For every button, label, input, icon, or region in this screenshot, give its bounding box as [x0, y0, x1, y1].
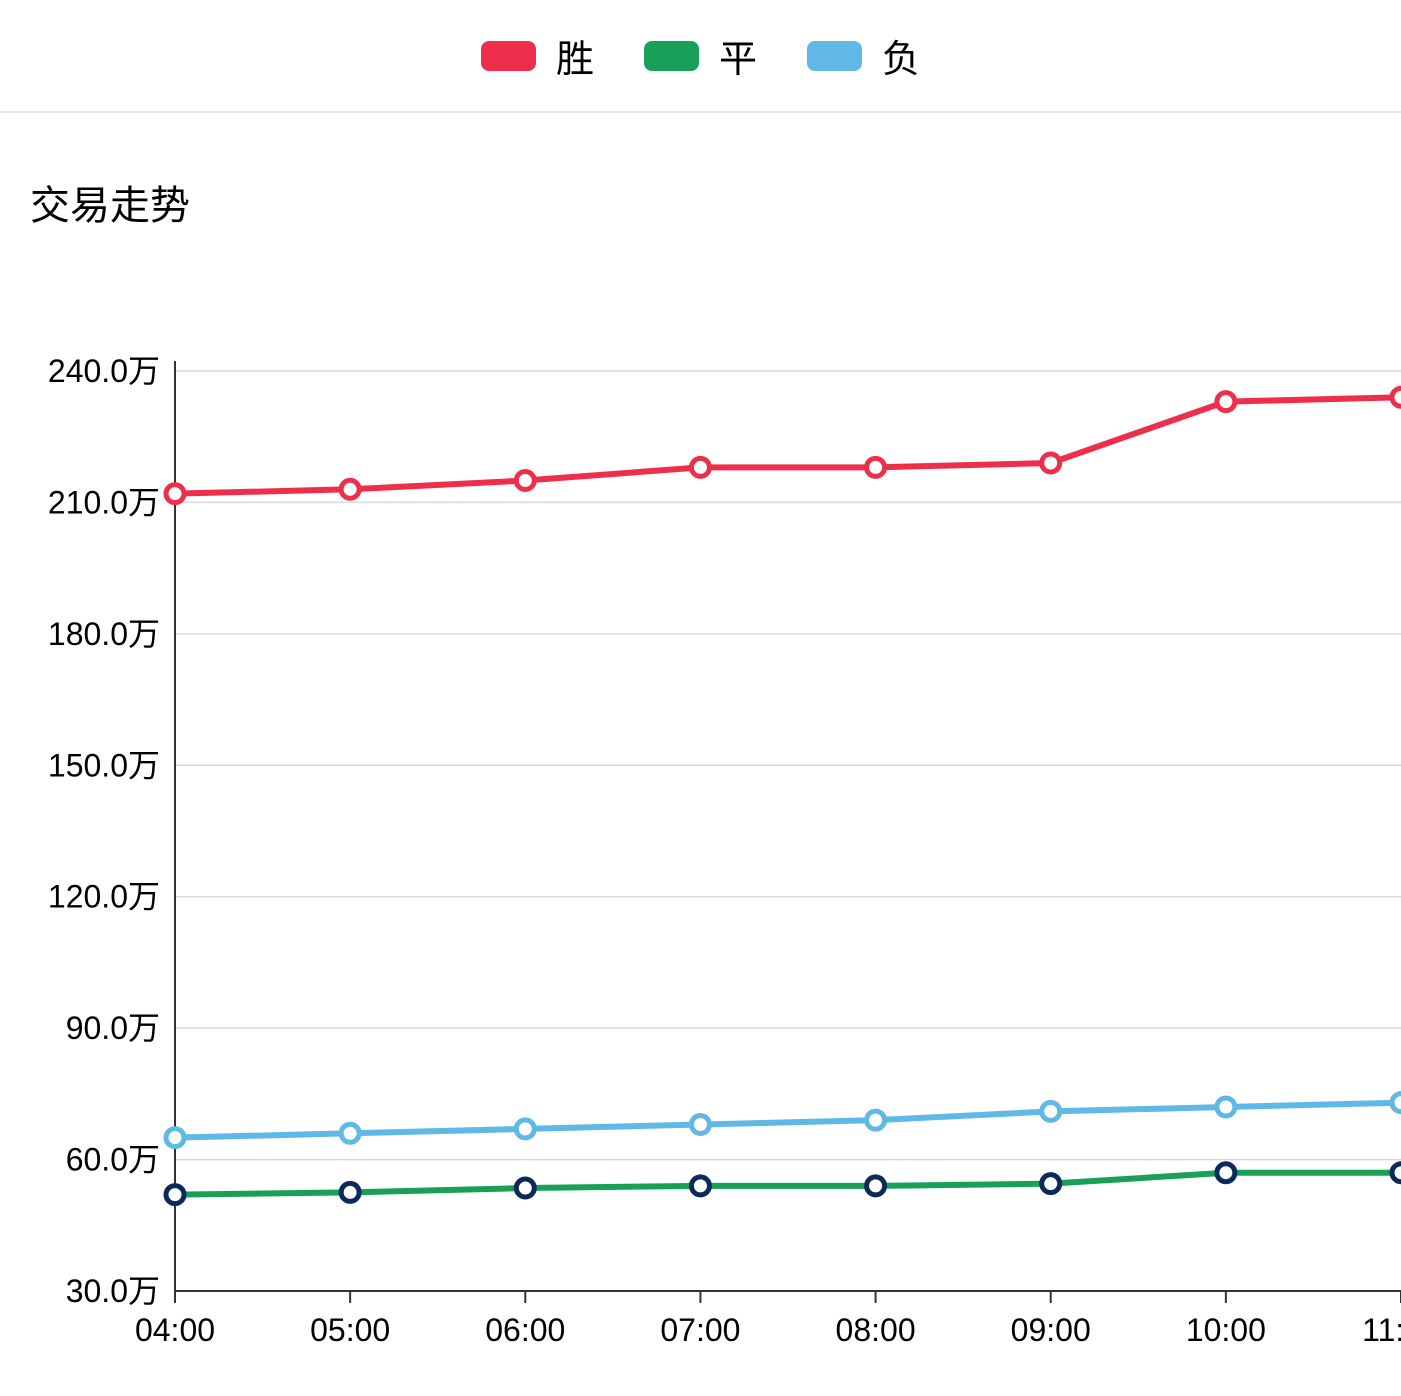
svg-text:08:00: 08:00 — [836, 1312, 916, 1348]
svg-text:120.0万: 120.0万 — [48, 879, 160, 915]
svg-text:04:00: 04:00 — [135, 1312, 215, 1348]
svg-text:240.0万: 240.0万 — [48, 353, 160, 389]
legend-item-win[interactable]: 胜 — [481, 28, 594, 83]
svg-text:150.0万: 150.0万 — [48, 747, 160, 783]
legend-swatch — [807, 41, 862, 71]
legend-label: 平 — [719, 28, 757, 83]
svg-text:90.0万: 90.0万 — [66, 1010, 160, 1046]
line-chart: 30.0万 60.0万 90.0万 120.0万 150.0万 180.0万 210.0万 2… — [0, 321, 1401, 1371]
chart-title: 交易走势 — [0, 113, 1401, 231]
svg-text:06:00: 06:00 — [485, 1312, 565, 1348]
svg-text:60.0万: 60.0万 — [66, 1142, 160, 1178]
legend-item-lose[interactable]: 负 — [807, 28, 920, 83]
legend-label: 胜 — [556, 28, 594, 83]
legend-swatch — [644, 41, 699, 71]
legend-swatch — [481, 41, 536, 71]
svg-text:10:00: 10:00 — [1186, 1312, 1266, 1348]
svg-text:180.0万: 180.0万 — [48, 616, 160, 652]
legend-label: 负 — [882, 28, 920, 83]
svg-text:09:00: 09:00 — [1011, 1312, 1091, 1348]
svg-text:07:00: 07:00 — [660, 1312, 740, 1348]
svg-text:11:00: 11:00 — [1362, 1312, 1401, 1348]
svg-text:30.0万: 30.0万 — [66, 1273, 160, 1309]
legend-item-draw[interactable]: 平 — [644, 28, 757, 83]
chart-area: 30.0万 60.0万 90.0万 120.0万 150.0万 180.0万 210.0万 2… — [0, 321, 1401, 1371]
legend: 胜 平 负 — [0, 0, 1401, 113]
svg-text:05:00: 05:00 — [310, 1312, 390, 1348]
svg-text:210.0万: 210.0万 — [48, 484, 160, 520]
